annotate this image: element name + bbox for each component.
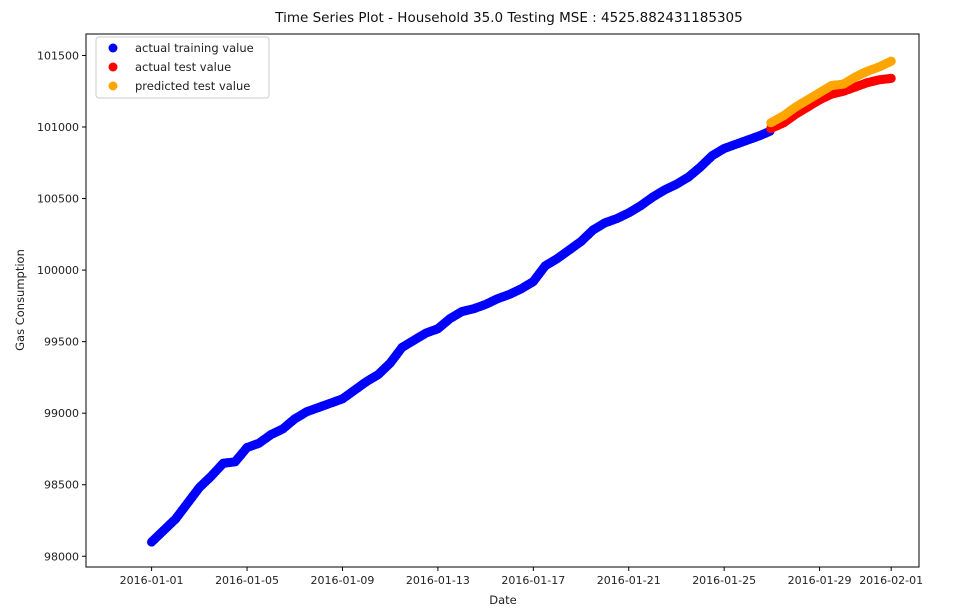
legend-box (95, 36, 270, 99)
series-2 (766, 56, 896, 128)
legend-label: predicted test value (135, 79, 250, 93)
x-tick-label: 2016-01-09 (310, 574, 374, 587)
plot-frame (85, 33, 920, 568)
legend-marker (108, 81, 118, 91)
chart-title: Time Series Plot - Household 35.0 Testin… (274, 10, 742, 26)
data-point (886, 56, 896, 66)
x-tick-label: 2016-01-29 (788, 574, 852, 587)
series-1 (766, 73, 896, 134)
legend-label: actual training value (135, 41, 254, 55)
x-tick-label: 2016-01-01 (120, 574, 184, 587)
x-tick-label: 2016-01-21 (597, 574, 661, 587)
x-tick-label: 2016-01-17 (501, 574, 565, 587)
x-tick-label: 2016-01-13 (406, 574, 470, 587)
data-point (886, 73, 896, 83)
y-tick-label: 98000 (44, 550, 79, 563)
y-tick-label: 101500 (37, 49, 79, 62)
x-axis-label: Date (489, 593, 517, 607)
y-tick-label: 99000 (44, 407, 79, 420)
y-axis-label: Gas Consumption (13, 249, 27, 351)
y-tick-label: 101000 (37, 121, 79, 134)
x-tick-label: 2016-02-01 (859, 574, 923, 587)
legend-marker (108, 43, 118, 53)
x-tick-label: 2016-01-05 (215, 574, 279, 587)
y-tick-label: 98500 (44, 479, 79, 492)
x-axis: 2016-01-01 2016-01-05 2016-01-09 2016-01-13… (120, 567, 923, 587)
series-0 (147, 126, 775, 547)
y-tick-label: 99500 (44, 336, 79, 349)
x-tick-label: 2016-01-25 (692, 574, 756, 587)
series-layer (147, 56, 896, 547)
y-tick-label: 100500 (37, 193, 79, 206)
legend: actual training value actual test value pr… (95, 36, 270, 99)
y-axis: 98000 98500 99000 99500 100000 100500 101000 10… (37, 49, 86, 563)
legend-label: actual test value (135, 60, 231, 74)
y-tick-label: 100000 (37, 264, 79, 277)
legend-marker (108, 62, 118, 72)
